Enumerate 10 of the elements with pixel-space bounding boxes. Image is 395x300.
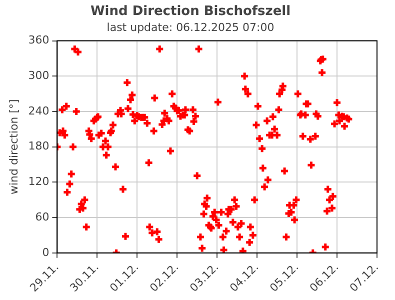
y-tick-label: 60 [35,210,50,224]
chart-title: Wind Direction Bischofszell [90,4,291,20]
y-tick-label: 180 [28,140,50,153]
y-tick-label: 240 [28,104,50,118]
y-tick-label: 300 [28,69,50,82]
y-axis-title: wind direction [°] [7,99,20,195]
chart-subtitle: last update: 06.12.2025 07:00 [106,21,274,34]
y-tick-label: 0 [42,246,50,259]
y-tick-label: 120 [28,175,50,188]
y-tick-label: 360 [28,34,50,47]
